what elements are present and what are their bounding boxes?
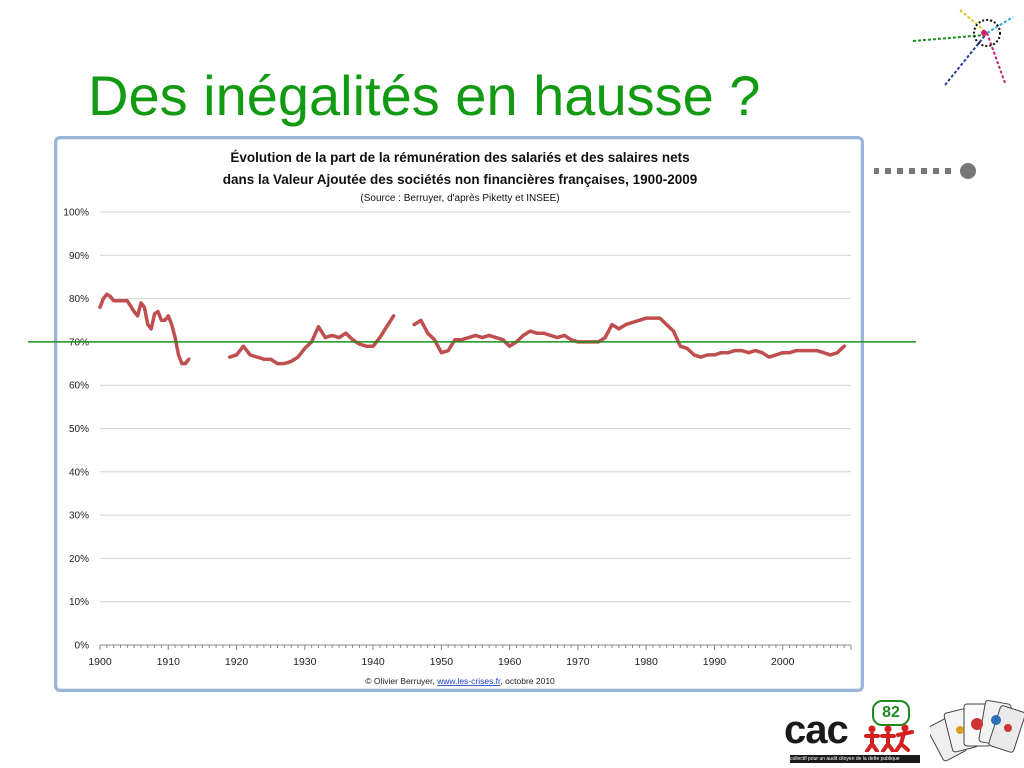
- y-tick-label: 90%: [69, 251, 89, 262]
- series-line-segment-3: [412, 316, 846, 359]
- chart-frame: [54, 136, 864, 692]
- credit-suffix: , octobre 2010: [500, 676, 555, 686]
- logo-text: cac: [784, 708, 849, 752]
- dotted-divider: [874, 163, 976, 179]
- y-tick-label: 70%: [69, 337, 89, 348]
- credit-link[interactable]: www.les-crises.fr: [436, 676, 501, 686]
- chart-title-line1: Évolution de la part de la rémunération …: [230, 150, 689, 165]
- y-tick-label: 80%: [69, 294, 89, 305]
- y-tick-label: 40%: [69, 467, 89, 478]
- x-tick-label: 1900: [88, 656, 112, 668]
- y-tick-label: 0%: [75, 641, 90, 652]
- x-tick-label: 1910: [157, 656, 181, 668]
- credit-prefix: © Olivier Berruyer,: [365, 676, 437, 686]
- playing-cards-icon: [930, 700, 1024, 762]
- y-tick-label: 100%: [63, 208, 89, 219]
- x-tick-label: 1960: [498, 656, 522, 668]
- y-tick-label: 50%: [69, 424, 89, 435]
- series-line-segment-1: [98, 292, 191, 366]
- x-tick-label: 2000: [771, 656, 795, 668]
- chart-subtitle: (Source : Berruyer, d'après Piketty et I…: [360, 193, 559, 204]
- y-tick-label: 30%: [69, 511, 89, 522]
- logo-tagline: collectif pour un audit citoyen de la de…: [790, 755, 920, 763]
- chart-title-line2: dans la Valeur Ajoutée des sociétés non …: [223, 172, 697, 187]
- x-tick-label: 1930: [293, 656, 317, 668]
- logo-people-icon: [864, 724, 914, 752]
- y-tick-label: 20%: [69, 554, 89, 565]
- cac82-logo: cac 82 collectif pour un audit citoyen d…: [780, 700, 1024, 768]
- x-tick-label: 1940: [361, 656, 385, 668]
- corner-starburst-icon: [912, 9, 1014, 86]
- y-tick-label: 10%: [69, 597, 89, 608]
- logo-badge: 82: [872, 700, 910, 726]
- chart-credit: © Olivier Berruyer, www.les-crises.fr, o…: [365, 676, 555, 686]
- x-tick-label: 1920: [225, 656, 249, 668]
- x-tick-label: 1980: [635, 656, 659, 668]
- x-tick-label: 1970: [566, 656, 590, 668]
- series-line-segment-2: [227, 314, 396, 366]
- slide-title: Des inégalités en hausse ?: [88, 64, 761, 127]
- x-tick-label: 1990: [703, 656, 727, 668]
- y-tick-label: 60%: [69, 381, 89, 392]
- x-tick-label: 1950: [430, 656, 454, 668]
